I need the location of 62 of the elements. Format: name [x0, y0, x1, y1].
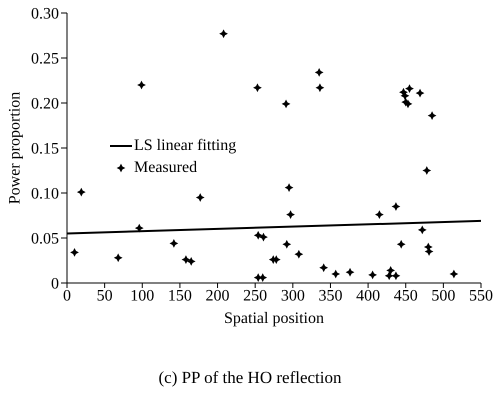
point [170, 240, 178, 248]
x-tick-label: 0 [63, 287, 71, 304]
x-tick-label: 550 [469, 287, 493, 304]
point [332, 270, 340, 278]
point [404, 100, 412, 108]
x-tick-label: 300 [280, 287, 305, 304]
x-tick-label: 350 [318, 287, 342, 304]
x-axis-title: Spatial position [224, 310, 324, 327]
point [285, 184, 293, 192]
x-tick-label: 250 [243, 287, 268, 304]
point [135, 224, 144, 232]
text: (c) PP of the HO reflection [157, 368, 342, 388]
legend-label: LS linear fitting [134, 137, 236, 155]
point [286, 210, 294, 218]
point [187, 258, 196, 266]
x-tick-label: 450 [394, 287, 418, 304]
point [294, 250, 303, 258]
point [70, 248, 78, 256]
point [406, 84, 414, 92]
point [428, 112, 436, 120]
x-tick-label: 400 [356, 287, 380, 304]
y-tick-label: 0.30 [31, 6, 59, 23]
point [196, 194, 204, 202]
point [282, 100, 290, 108]
point [320, 264, 328, 272]
point [220, 30, 228, 38]
x-tick-label: 100 [130, 287, 154, 304]
y-tick-label: 0.25 [31, 50, 59, 68]
point [315, 68, 324, 76]
point [386, 266, 395, 274]
x-tick-label: 50 [96, 287, 113, 304]
point [316, 84, 324, 92]
point [282, 240, 291, 248]
point [346, 268, 354, 276]
point [392, 202, 400, 210]
y-axis-title: Power proportion [6, 92, 24, 204]
point [77, 188, 86, 196]
point [260, 233, 268, 241]
x-tick-label: 150 [168, 287, 192, 304]
point [254, 84, 262, 92]
x-tick-label: 500 [431, 287, 456, 304]
x-tick-label: 200 [206, 287, 230, 304]
y-tick-label: 0 [51, 276, 59, 293]
point [114, 254, 122, 262]
point [385, 272, 394, 280]
legend-label: Measured [134, 159, 198, 177]
y-tick-label: 0.20 [31, 96, 59, 113]
point [422, 166, 431, 174]
point [254, 231, 262, 240]
y-tick-label: 0.10 [31, 186, 59, 203]
y-tick-label: 0.15 [31, 140, 59, 158]
point [416, 89, 424, 97]
point [182, 256, 190, 264]
point [397, 240, 406, 248]
point [425, 248, 433, 256]
point [418, 226, 426, 234]
y-tick-label: 0.05 [31, 230, 59, 248]
point [138, 81, 146, 89]
point [375, 210, 384, 218]
point [450, 270, 458, 278]
point [392, 272, 400, 280]
point [368, 271, 377, 279]
